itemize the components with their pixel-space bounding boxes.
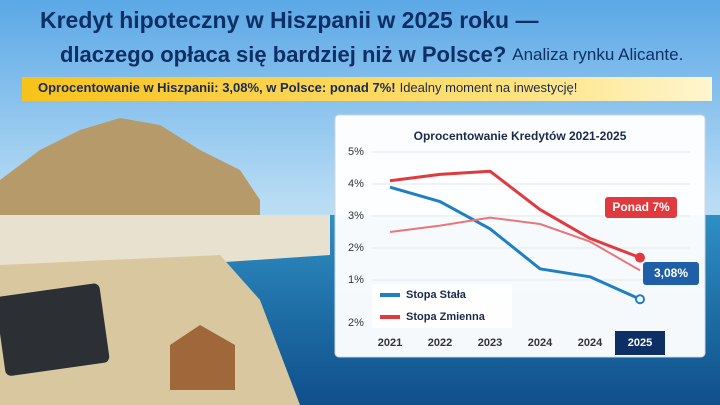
title-rest: Analiza rynku Alicante. [512,45,683,64]
x-tick-label: 2021 [378,337,402,349]
banner-rest: Idealny moment na inwestycję! [400,80,578,95]
y-tick-label: 2% [348,242,364,254]
calculator [0,283,110,376]
city [0,215,330,275]
legend-label: Stopa Stała [406,289,467,301]
title-line2: dlaczego opłaca się bardziej niż w Polsc… [60,42,683,67]
series-line [389,185,641,301]
series-line [389,216,641,272]
end-point [635,294,645,305]
legend-label: Stopa Zmienna [406,311,486,323]
legend-box [372,284,512,328]
chart: Oprocentowanie Kredytów 2021-2025 2% 5% 4… [348,129,699,355]
title-line1: Kredyt hipoteczny w Hiszpanii w 2025 rok… [40,7,538,33]
x-tick-label: 2024 [578,337,603,349]
y-tick-label: 1% [348,274,364,286]
x-tick-label: 2024 [528,337,553,349]
annotation: 3,08% [654,266,688,280]
banner [22,77,712,101]
banner-bold: Oprocentowanie w Hiszpanii: 3,08%, w Pol… [38,80,396,95]
y-tick-label: 3% [348,210,364,222]
annotation: Ponad 7% [612,200,670,214]
annotation-box [643,262,699,285]
annotation-box [605,197,677,218]
highlight-box [615,331,665,355]
y-tick-label: 4% [348,178,364,190]
x-tick-label: 2022 [428,337,452,349]
x-tick-label: 2023 [478,337,502,349]
series-line [389,169,641,260]
banner-text: Oprocentowanie w Hiszpanii: 3,08%, w Pol… [38,80,577,95]
chart-title: Oprocentowanie Kredytów 2021-2025 [414,129,627,143]
title-bold: dlaczego opłaca się bardziej niż w Polsc… [60,42,506,67]
x-tick-label: 2025 [628,337,652,349]
y-tick-label: 5% [348,146,364,158]
house-keychain [170,325,235,390]
end-point [635,252,645,263]
y-extra-label: 2% [348,317,364,329]
